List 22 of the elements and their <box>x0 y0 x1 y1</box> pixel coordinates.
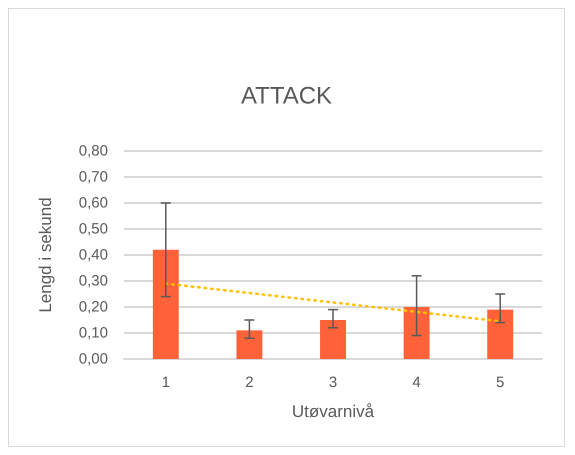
y-axis-title: Lengd i sekund <box>36 197 55 313</box>
bar <box>487 310 514 359</box>
x-axis-title: Utøvarnivå <box>292 402 375 421</box>
x-tick-label: 1 <box>162 374 170 391</box>
chart-title: ATTACK <box>240 82 332 110</box>
y-tick-label: 0,70 <box>78 168 108 186</box>
x-tick-label: 2 <box>245 374 254 391</box>
x-tick-label: 4 <box>412 374 421 391</box>
y-tick-label: 0,20 <box>78 298 108 316</box>
y-tick-label: 0,60 <box>78 194 108 212</box>
bar <box>236 330 262 359</box>
y-tick-label: 0,10 <box>78 324 108 342</box>
y-tick-label: 0,50 <box>78 220 108 238</box>
bar <box>320 320 346 359</box>
y-tick-label: 0,30 <box>78 272 108 290</box>
y-tick-label: 0,00 <box>78 350 108 368</box>
x-tick-label: 5 <box>496 374 504 391</box>
y-tick-label: 0,80 <box>78 142 108 160</box>
x-tick-label: 3 <box>328 374 338 391</box>
y-tick-label: 0,40 <box>78 246 108 264</box>
bar <box>404 307 430 359</box>
bar <box>152 250 179 359</box>
